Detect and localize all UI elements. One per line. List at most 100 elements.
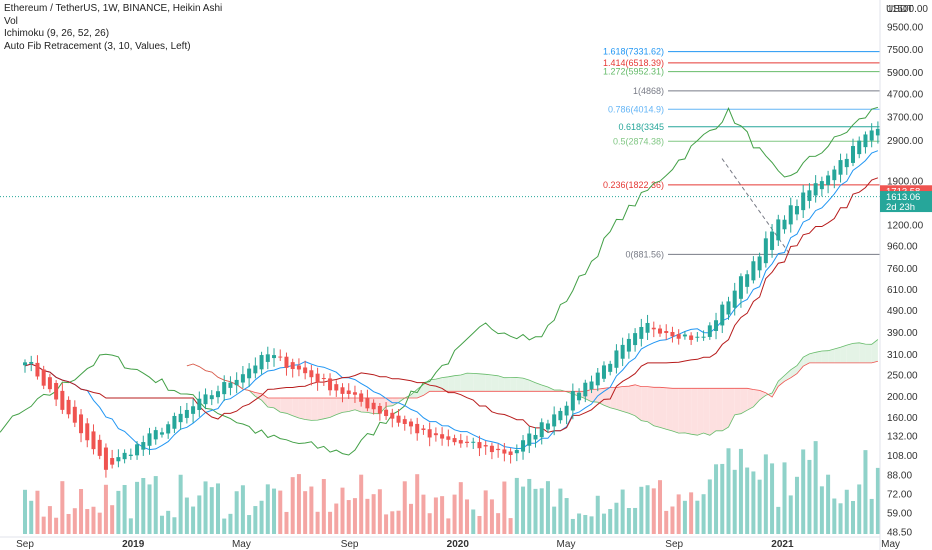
- candle-body: [832, 169, 837, 181]
- cloud-segment: [747, 388, 754, 411]
- volume-bar: [166, 510, 171, 534]
- volume-bar: [159, 515, 164, 534]
- fib-indicator-label[interactable]: Auto Fib Retracement (3, 10, Values, Lef…: [4, 40, 191, 52]
- cloud-segment: [336, 398, 343, 415]
- candle-body: [875, 128, 880, 136]
- cloud-segment: [865, 344, 872, 363]
- candle-body: [664, 331, 669, 333]
- candle-body: [60, 390, 65, 410]
- volume-bar: [29, 500, 34, 534]
- ichimoku-indicator-label[interactable]: Ichimoku (9, 26, 52, 26): [4, 28, 110, 39]
- candle-body: [552, 414, 557, 427]
- volume-bar: [608, 509, 613, 534]
- y-tick-label: 3700.00: [887, 113, 924, 124]
- y-tick-label: 88.00: [887, 470, 912, 481]
- volume-bar: [433, 497, 438, 534]
- time-axis[interactable]: Sep2019MaySep2020MaySep2021MaySep2022May…: [0, 536, 932, 550]
- cloud-segment: [591, 389, 598, 403]
- candle-body: [128, 454, 133, 456]
- candle-body: [396, 415, 401, 423]
- candle-body: [689, 335, 694, 340]
- candle-body: [390, 412, 395, 419]
- conversion-line: [24, 150, 879, 451]
- candle-body: [465, 441, 470, 443]
- candle-body: [303, 367, 308, 374]
- candle-body: [770, 231, 775, 250]
- cloud-segment: [386, 398, 393, 407]
- cloud-segment: [323, 398, 331, 419]
- volume-bar: [259, 500, 264, 534]
- volume-bar: [601, 513, 606, 534]
- y-tick-label: 108.00: [887, 451, 918, 462]
- y-tick-label: 9500.00: [887, 22, 924, 33]
- volume-bar: [794, 476, 799, 534]
- candle-body: [658, 328, 663, 334]
- cloud-segment: [666, 387, 673, 432]
- y-tick-label: 72.00: [887, 490, 912, 501]
- candle-body: [147, 433, 152, 446]
- base-line: [24, 177, 879, 433]
- symbol-title[interactable]: Ethereum / TetherUS, 1W, BINANCE, Heikin…: [4, 3, 223, 14]
- candle-body: [309, 370, 314, 378]
- volume-bar: [664, 510, 669, 534]
- y-tick-label: 250.00: [887, 371, 918, 382]
- volume-bar: [91, 506, 96, 534]
- candle-body: [633, 333, 638, 346]
- volume-bar: [240, 485, 245, 534]
- cloud-segment: [454, 375, 461, 392]
- cloud-segment: [703, 388, 710, 436]
- cloud-segment: [828, 348, 835, 363]
- price-axis[interactable]: USDT 11500.00 9500.00 7500.00 5900.00 4700.0…: [879, 0, 932, 550]
- volume-bar: [334, 503, 339, 534]
- y-tick-label: 2900.00: [887, 136, 924, 147]
- x-tick-label: May: [881, 539, 900, 550]
- candle-body: [695, 336, 700, 338]
- candle-body: [91, 431, 96, 450]
- candle-body: [614, 350, 619, 368]
- cloud-segment: [491, 374, 499, 392]
- candle-body: [110, 458, 115, 465]
- volume-bar: [539, 488, 544, 534]
- volume-bar: [869, 498, 874, 534]
- volume-bar: [564, 498, 569, 534]
- candle-body: [427, 429, 432, 438]
- candle-body: [757, 256, 762, 271]
- candle-body: [66, 399, 71, 415]
- candle-body: [446, 436, 451, 440]
- volume-bar: [72, 508, 77, 534]
- volume-bar: [253, 506, 258, 534]
- candle-body: [166, 424, 171, 434]
- cloud-segment: [460, 373, 468, 392]
- volume-bar: [620, 489, 625, 534]
- cloud-segment: [267, 398, 275, 408]
- volume-bar: [458, 482, 463, 534]
- volume-bar: [365, 498, 370, 534]
- volume-bar: [122, 484, 127, 534]
- candle-body: [583, 382, 588, 397]
- candle-body: [340, 387, 345, 394]
- volume-bar: [440, 496, 445, 534]
- cloud-segment: [691, 388, 698, 436]
- candle-body: [41, 369, 46, 386]
- volume-bar: [427, 513, 432, 534]
- volume-bar: [751, 471, 756, 534]
- volume-bar: [850, 500, 855, 534]
- candle-body: [545, 423, 550, 430]
- volume-indicator-label[interactable]: Vol: [4, 15, 18, 27]
- candle-body: [869, 130, 874, 141]
- candle-body: [763, 238, 768, 264]
- fib-level-label: 1.272(5952.31): [603, 67, 664, 77]
- cloud-segment: [628, 384, 636, 416]
- cloud-segment: [778, 375, 785, 387]
- candle-body: [265, 354, 270, 362]
- candle-body: [172, 415, 177, 429]
- volume-bar: [720, 463, 725, 534]
- volume-bar: [402, 481, 407, 534]
- candle-body: [645, 322, 650, 333]
- cloud-segment: [523, 378, 530, 392]
- volume-bar: [726, 448, 731, 534]
- leading-span-a-line: [186, 339, 879, 436]
- volume-bar: [552, 506, 557, 534]
- candle-body: [826, 175, 831, 186]
